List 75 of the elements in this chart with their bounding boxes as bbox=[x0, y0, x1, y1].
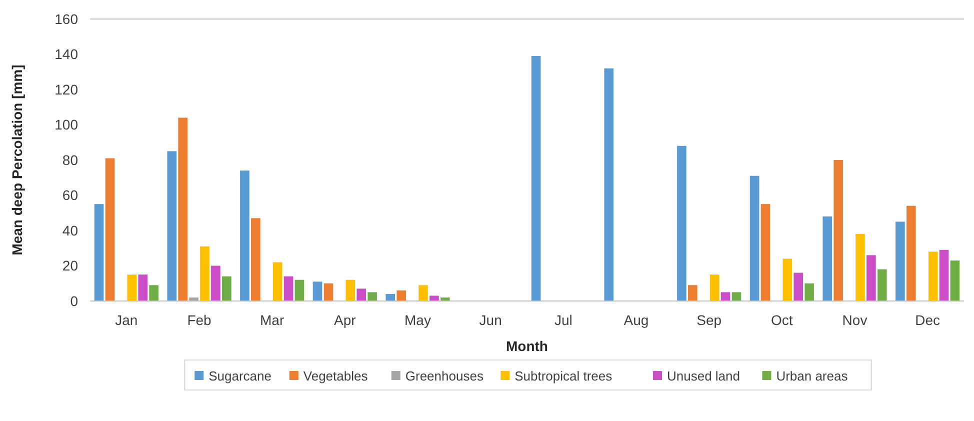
x-tick-label: Oct bbox=[771, 312, 793, 328]
x-tick-label: Jan bbox=[115, 312, 138, 328]
bar bbox=[222, 276, 232, 301]
bar bbox=[531, 56, 541, 301]
bar bbox=[896, 222, 905, 301]
x-tick-label: Mar bbox=[260, 312, 284, 328]
y-tick-label: 0 bbox=[70, 292, 78, 309]
legend-label: Vegetables bbox=[303, 368, 368, 384]
legend-label: Greenhouses bbox=[405, 368, 484, 384]
bar bbox=[794, 272, 804, 301]
x-tick-label: Feb bbox=[187, 312, 212, 328]
y-tick-label: 160 bbox=[54, 10, 78, 27]
bar bbox=[604, 68, 614, 301]
x-tick-label: Nov bbox=[842, 312, 868, 328]
bar bbox=[396, 290, 406, 301]
bar bbox=[856, 234, 865, 301]
x-tick-label: Jun bbox=[479, 312, 502, 328]
bar bbox=[167, 151, 177, 301]
x-axis-title: Month bbox=[506, 338, 548, 354]
bar bbox=[732, 292, 742, 301]
y-tick-label: 40 bbox=[62, 222, 78, 238]
bar bbox=[284, 276, 294, 301]
bar bbox=[939, 250, 949, 301]
bar bbox=[149, 285, 158, 301]
bar bbox=[710, 274, 720, 301]
bar bbox=[834, 160, 843, 301]
bar bbox=[720, 292, 730, 301]
bar bbox=[368, 292, 377, 301]
legend-label: Subtropical trees bbox=[514, 368, 613, 384]
bar bbox=[94, 204, 104, 301]
x-tick-label: May bbox=[404, 312, 431, 328]
bar bbox=[105, 158, 115, 301]
bar bbox=[356, 288, 366, 301]
bar bbox=[782, 258, 792, 301]
legend-label: Urban areas bbox=[776, 368, 848, 384]
bar bbox=[430, 296, 439, 301]
bar bbox=[750, 176, 760, 301]
bar bbox=[866, 255, 876, 301]
bar bbox=[178, 118, 188, 301]
x-tick-label: Apr bbox=[334, 312, 356, 328]
x-tick-label: Aug bbox=[624, 312, 649, 328]
bar bbox=[906, 206, 916, 301]
y-tick-label: 120 bbox=[54, 81, 78, 98]
bar bbox=[272, 262, 282, 301]
y-tick-label: 60 bbox=[62, 187, 78, 204]
bar bbox=[760, 204, 770, 301]
bar bbox=[346, 280, 356, 301]
bar bbox=[804, 283, 814, 301]
x-tick-label: Dec bbox=[915, 312, 940, 328]
bar bbox=[294, 280, 304, 301]
y-tick-label: 20 bbox=[62, 258, 78, 274]
y-axis-title: Mean deep Percolation [mm] bbox=[9, 64, 25, 256]
y-tick-label: 140 bbox=[54, 46, 78, 62]
bar bbox=[240, 170, 250, 301]
legend-label: Unused land bbox=[667, 368, 740, 384]
bar bbox=[211, 266, 220, 301]
bar bbox=[250, 218, 260, 301]
bar bbox=[688, 285, 698, 301]
bar bbox=[138, 274, 148, 301]
x-tick-label: Sep bbox=[696, 312, 722, 328]
bar bbox=[200, 246, 210, 301]
bar bbox=[928, 252, 938, 301]
legend-label: Sugarcane bbox=[208, 368, 272, 384]
bar bbox=[324, 283, 334, 301]
bar bbox=[877, 269, 887, 301]
bar bbox=[386, 294, 396, 301]
bar bbox=[127, 274, 137, 301]
bar bbox=[418, 285, 428, 301]
bar bbox=[312, 282, 322, 301]
bar bbox=[822, 216, 832, 301]
bar bbox=[950, 260, 960, 301]
x-tick-label: Jul bbox=[554, 312, 572, 328]
y-tick-label: 100 bbox=[54, 116, 78, 133]
y-tick-label: 80 bbox=[62, 152, 78, 168]
bar bbox=[677, 146, 686, 301]
